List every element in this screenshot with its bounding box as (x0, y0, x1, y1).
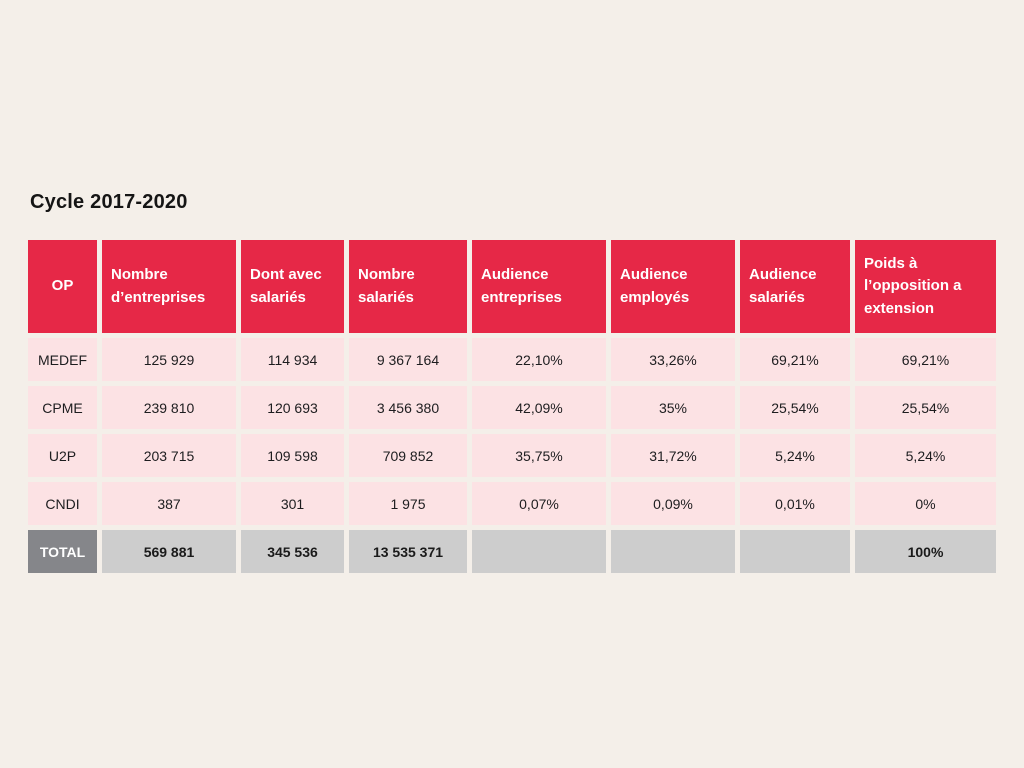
table-cell: 0% (855, 482, 996, 525)
total-cell-empty (740, 530, 850, 573)
header-cell-audience-entreprises: Audience entreprises (472, 240, 606, 333)
table-cell: 709 852 (349, 434, 467, 477)
row-label-medef: MEDEF (28, 338, 97, 381)
table-cell: 301 (241, 482, 344, 525)
table-cell: 25,54% (855, 386, 996, 429)
table-cell: 69,21% (855, 338, 996, 381)
table-cell: 3 456 380 (349, 386, 467, 429)
page-title: Cycle 2017-2020 (30, 191, 188, 213)
table-cell: 33,26% (611, 338, 735, 381)
table-cell: 35,75% (472, 434, 606, 477)
row-label-cpme: CPME (28, 386, 97, 429)
table-cell: 0,01% (740, 482, 850, 525)
audience-table: OP Nombre d’entreprises Dont avec salari… (28, 240, 996, 573)
table-cell: 69,21% (740, 338, 850, 381)
row-label-u2p: U2P (28, 434, 97, 477)
row-label-cndi: CNDI (28, 482, 97, 525)
total-cell: 13 535 371 (349, 530, 467, 573)
total-cell-empty (472, 530, 606, 573)
table-cell: 109 598 (241, 434, 344, 477)
total-cell: 569 881 (102, 530, 236, 573)
table-cell: 0,09% (611, 482, 735, 525)
table-cell: 125 929 (102, 338, 236, 381)
table-cell: 203 715 (102, 434, 236, 477)
header-cell-nombre-entreprises: Nombre d’entreprises (102, 240, 236, 333)
table-cell: 31,72% (611, 434, 735, 477)
total-cell: 100% (855, 530, 996, 573)
header-cell-op: OP (28, 240, 97, 333)
header-cell-audience-salaries: Audience salariés (740, 240, 850, 333)
table-cell: 239 810 (102, 386, 236, 429)
table-cell: 5,24% (855, 434, 996, 477)
table-cell: 22,10% (472, 338, 606, 381)
table-cell: 387 (102, 482, 236, 525)
table-cell: 1 975 (349, 482, 467, 525)
table-cell: 35% (611, 386, 735, 429)
table-cell: 25,54% (740, 386, 850, 429)
table-cell: 42,09% (472, 386, 606, 429)
table-cell: 114 934 (241, 338, 344, 381)
table-cell: 120 693 (241, 386, 344, 429)
header-cell-poids-opposition: Poids à l’opposition a extension (855, 240, 996, 333)
table-cell: 9 367 164 (349, 338, 467, 381)
row-label-total: TOTAL (28, 530, 97, 573)
total-cell-empty (611, 530, 735, 573)
header-cell-dont-avec-salaries: Dont avec salariés (241, 240, 344, 333)
table-cell: 0,07% (472, 482, 606, 525)
total-cell: 345 536 (241, 530, 344, 573)
header-cell-audience-employes: Audience employés (611, 240, 735, 333)
header-cell-nombre-salaries: Nombre salariés (349, 240, 467, 333)
table-cell: 5,24% (740, 434, 850, 477)
